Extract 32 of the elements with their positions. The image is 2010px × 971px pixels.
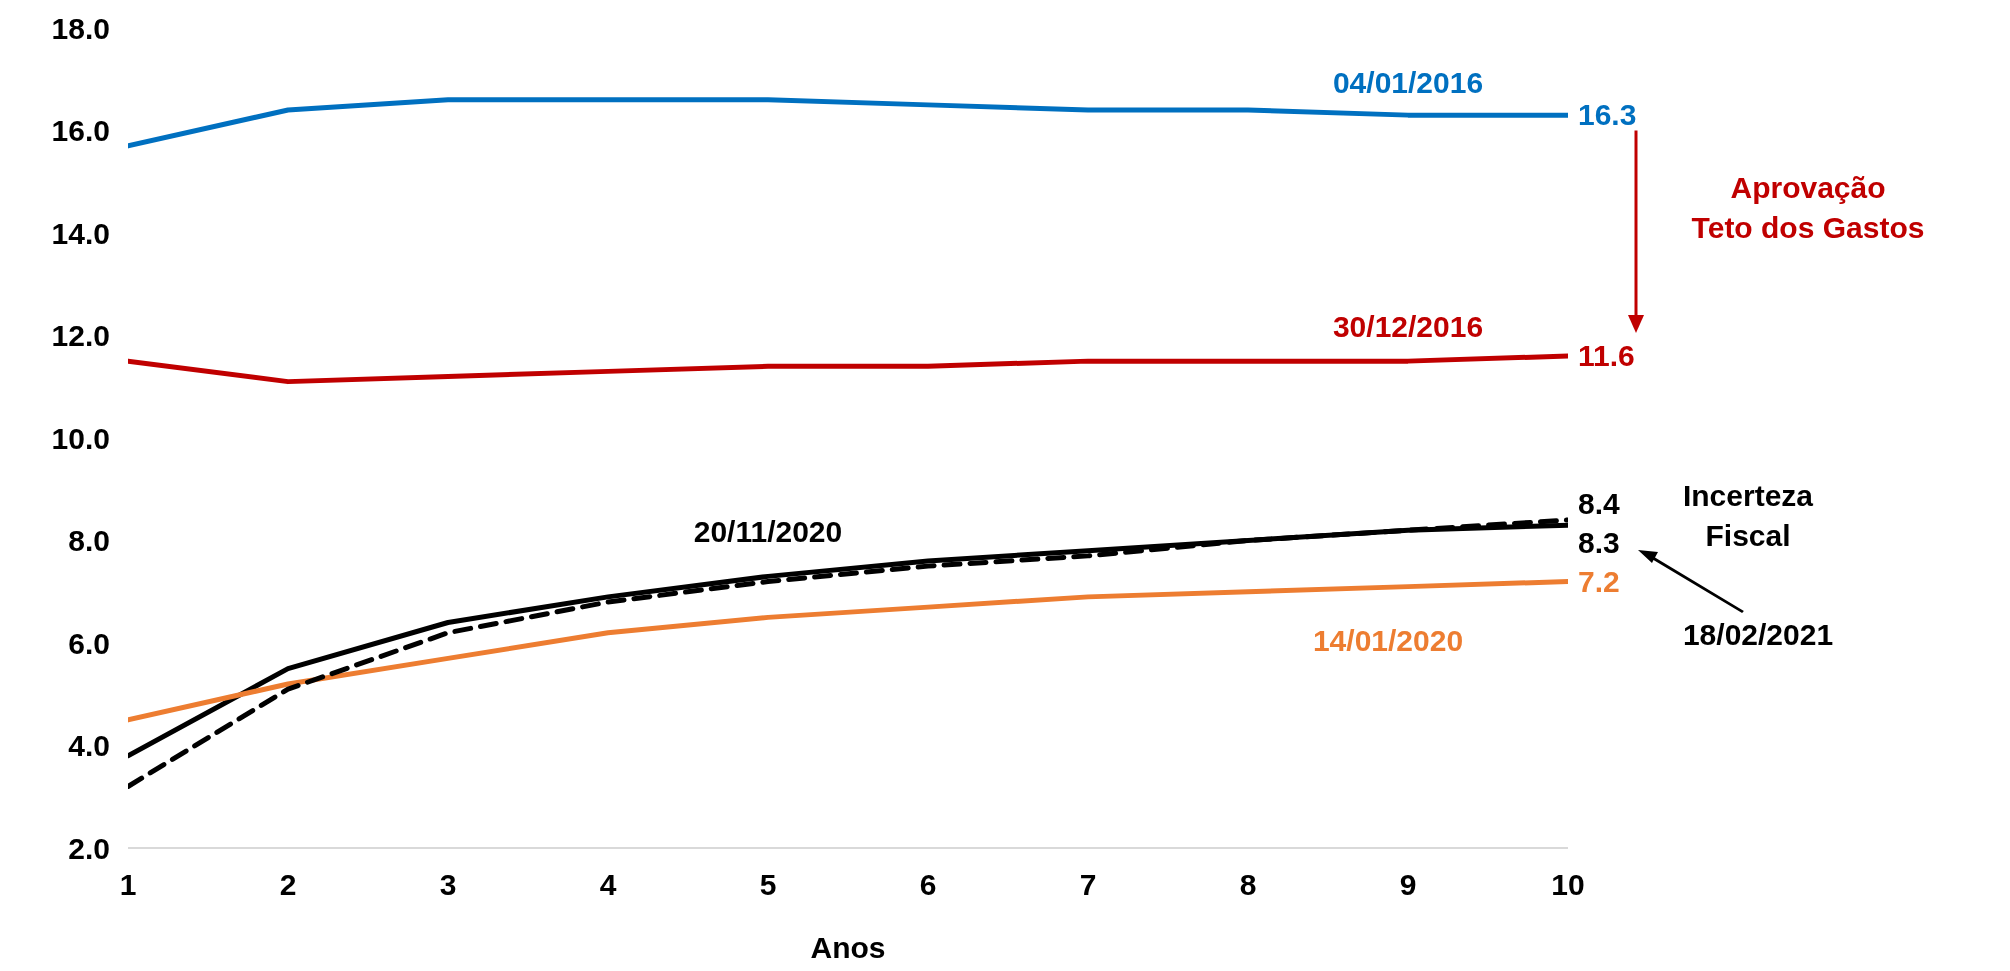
x-tick-label: 10: [1551, 868, 1585, 902]
x-tick-label: 9: [1399, 868, 1417, 902]
legend-label: 18/02/2021: [1682, 618, 1834, 651]
y-tick-label: 8.0: [68, 524, 110, 558]
data-label: 8.4: [1578, 487, 1621, 520]
text: Incerteza Fiscal: [1682, 479, 1814, 552]
series-label: 04/01/2016: [1332, 66, 1484, 100]
data-label: 7.2: [1578, 564, 1620, 598]
series-label: 20/11/2020: [693, 515, 843, 549]
x-tick-label: 5: [759, 868, 777, 902]
y-tick-label: 18.0: [51, 11, 110, 45]
x-tick-label: 3: [439, 868, 457, 902]
y-tick-label: 10.0: [51, 421, 110, 455]
x-tick-label: 6: [919, 868, 937, 902]
y-tick-label: 12.0: [51, 319, 110, 353]
data-label: 8.3: [1578, 526, 1620, 560]
x-tick-label: 8: [1239, 868, 1257, 902]
x-tick-label: 7: [1079, 868, 1097, 902]
x-tick-label: 1: [119, 868, 137, 902]
y-tick-label: 14.0: [51, 216, 110, 250]
data-label: 16.3: [1578, 98, 1637, 132]
series-label: 30/12/2016: [1332, 310, 1484, 344]
x-tick-label: 2: [279, 868, 297, 902]
x-axis-title: Anos: [810, 931, 886, 964]
data-label: 11.6: [1578, 339, 1635, 372]
y-tick-label: 16.0: [51, 114, 110, 148]
x-tick-label: 4: [599, 868, 617, 902]
y-tick-label: 4.0: [68, 729, 110, 763]
series-label: 14/01/2020: [1312, 623, 1464, 657]
y-tick-label: 2.0: [68, 831, 110, 865]
text: Aprovação Teto dos Gastos: [1690, 170, 1926, 246]
y-tick-label: 6.0: [68, 626, 110, 660]
